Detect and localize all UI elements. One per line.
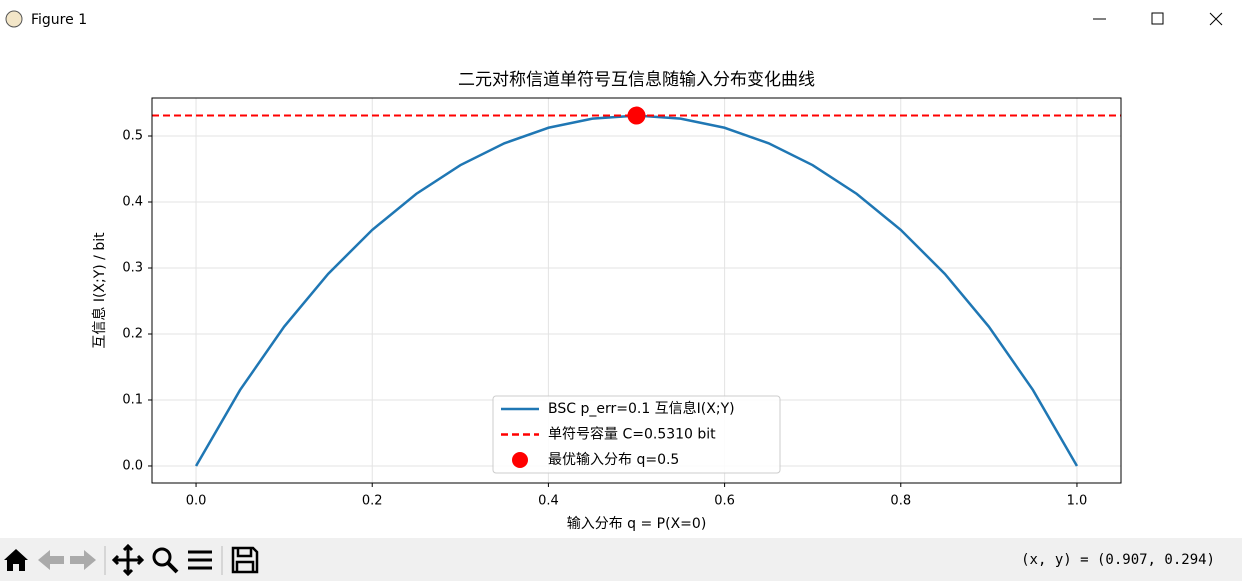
y-tick-label: 0.3 (122, 260, 143, 275)
configure-button[interactable] (188, 550, 212, 570)
y-tick-label: 0.1 (122, 392, 143, 407)
chart-title: 二元对称信道单符号互信息随输入分布变化曲线 (458, 70, 815, 90)
home-button[interactable] (4, 549, 28, 571)
zoom-handle (166, 561, 179, 574)
title-bar (0, 0, 1242, 38)
y-tick-label: 0.2 (122, 326, 143, 341)
legend-label: BSC p_err=0.1 互信息I(X;Y) (548, 400, 735, 417)
forward-button[interactable] (70, 550, 96, 570)
close-button[interactable] (1209, 12, 1223, 26)
x-tick-label: 0.8 (890, 494, 911, 509)
x-tick-label: 0.4 (538, 494, 559, 509)
coordinate-readout: (x, y) = (0.907, 0.294) (1021, 552, 1215, 568)
x-tick-label: 0.6 (714, 494, 735, 509)
legend-box (492, 395, 781, 474)
x-axis-label: 输入分布 q = P(X=0) (567, 516, 707, 532)
x-tick-label: 1.0 (1067, 494, 1088, 509)
save-button[interactable] (231, 546, 259, 574)
figure: 二元对称信道单符号互信息随输入分布变化曲线 0.0 0.2 0.4 0.6 0.8 1.0 0… (91, 70, 1122, 532)
back-button[interactable] (38, 550, 64, 570)
plot-frame (151, 97, 1122, 484)
y-tick-label: 0.4 (122, 195, 143, 210)
y-axis-label: 互信息 I(X;Y) / bit (91, 232, 108, 349)
x-tick-label: 0.0 (186, 494, 207, 509)
legend-label: 最优输入分布 q=0.5 (548, 452, 679, 468)
y-tick-label: 0.0 (122, 458, 143, 473)
window-title: Figure 1 (31, 12, 87, 28)
legend-marker (512, 452, 528, 468)
app-icon (5, 10, 23, 28)
zoom-button[interactable] (152, 547, 172, 567)
data-point (627, 106, 646, 125)
legend-label: 单符号容量 C=0.5310 bit (548, 426, 716, 443)
y-tick-label: 0.5 (122, 129, 143, 144)
x-tick-label: 0.2 (362, 494, 383, 509)
maximize-button[interactable] (1151, 12, 1164, 25)
pan-button[interactable] (111, 543, 145, 577)
